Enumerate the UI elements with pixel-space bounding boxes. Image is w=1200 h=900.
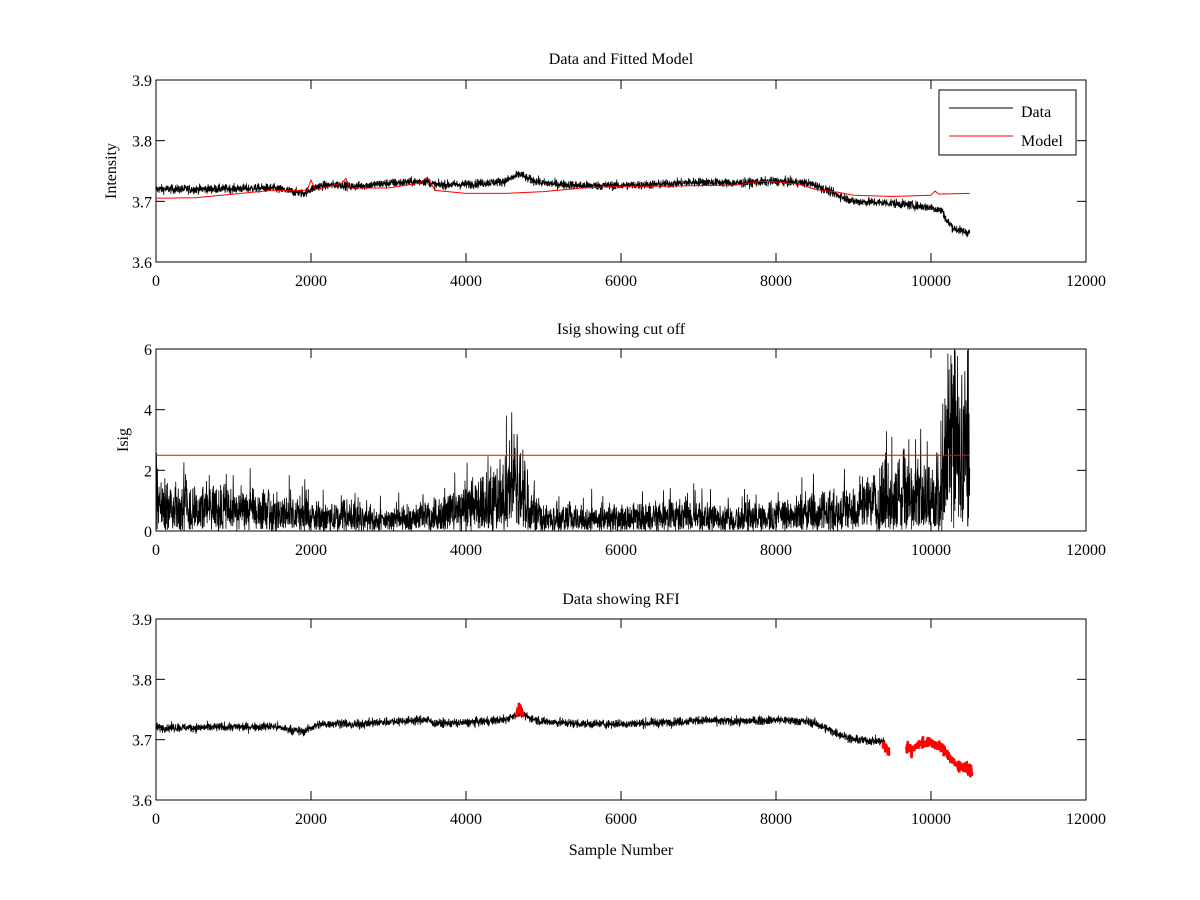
y-tick-label: 3.8	[132, 134, 152, 151]
y-tick-label: 3.7	[132, 733, 152, 750]
x-tick-label: 0	[152, 542, 160, 559]
legend: Data Model	[938, 89, 1077, 156]
x-tick-label: 8000	[760, 811, 792, 828]
series-layer-3	[155, 702, 974, 778]
y-tick-label: 2	[144, 463, 152, 480]
y-tick-label: 0	[144, 524, 152, 541]
y-tick-label: 3.6	[132, 793, 152, 810]
x-tick-label: 10000	[911, 811, 951, 828]
x-tick-label: 2000	[295, 273, 327, 290]
y-ticks-3: 3.6 3.7 3.8 3.9	[132, 612, 1086, 810]
plot-area-1	[155, 79, 1087, 263]
x-tick-label: 12000	[1066, 542, 1106, 559]
y-ticks-2: 0 2 4 6	[144, 342, 1086, 541]
chart-title-1: Data and Fitted Model	[549, 51, 694, 68]
x-tick-label: 12000	[1066, 811, 1106, 828]
x-tick-label: 2000	[295, 542, 327, 559]
chart-title-3: Data showing RFI	[562, 591, 679, 608]
y-tick-label: 4	[144, 403, 152, 420]
x-tick-label: 8000	[760, 542, 792, 559]
chart-panel-2: Isig showing cut off Isig 0 2000 4000 6000 8…	[115, 321, 1106, 559]
x-tick-label: 0	[152, 273, 160, 290]
legend-label-model: Model	[1021, 133, 1063, 150]
y-tick-label: 3.7	[132, 194, 152, 211]
y-tick-label: 3.9	[132, 612, 152, 629]
series-1-2-line	[155, 176, 970, 199]
series-layer-1	[155, 170, 971, 238]
series-3-2-marker-cluster-2	[881, 741, 891, 757]
x-ticks-1: 0 2000 4000 6000 8000 10000 12000	[152, 80, 1106, 290]
y-tick-label: 3.6	[132, 255, 152, 272]
x-tick-label: 6000	[605, 542, 637, 559]
plot-area-3	[155, 618, 1087, 801]
legend-label-data: Data	[1021, 104, 1051, 121]
x-tick-label: 4000	[450, 542, 482, 559]
y-axis-label-1: Intensity	[103, 143, 120, 199]
y-tick-label: 3.9	[132, 73, 152, 90]
x-ticks-3: 0 2000 4000 6000 8000 10000 12000	[152, 619, 1106, 828]
chart-panel-1: Data and Fitted Model Intensity 0 2000 400…	[103, 51, 1106, 290]
y-ticks-1: 3.6 3.7 3.8 3.9	[132, 73, 1086, 272]
chart-panel-3: Data showing RFI Sample Number 0 2000 4000…	[132, 591, 1106, 859]
x-tick-label: 4000	[450, 273, 482, 290]
series-3-2-marker-cluster-3	[904, 736, 974, 778]
x-tick-label: 2000	[295, 811, 327, 828]
x-tick-label: 12000	[1066, 273, 1106, 290]
x-axis-label-3: Sample Number	[569, 842, 674, 859]
x-tick-label: 0	[152, 811, 160, 828]
x-tick-label: 10000	[911, 542, 951, 559]
x-tick-label: 8000	[760, 273, 792, 290]
y-tick-label: 3.8	[132, 672, 152, 689]
x-tick-label: 10000	[911, 273, 951, 290]
x-tick-label: 4000	[450, 811, 482, 828]
chart-title-2: Isig showing cut off	[557, 321, 686, 338]
x-tick-label: 6000	[605, 273, 637, 290]
y-axis-label-2: Isig	[115, 428, 132, 452]
series-2-1-line	[155, 348, 971, 533]
x-tick-label: 6000	[605, 811, 637, 828]
x-ticks-2: 0 2000 4000 6000 8000 10000 12000	[152, 349, 1106, 559]
legend-box	[938, 89, 1077, 156]
series-layer-2	[155, 348, 971, 533]
series-3-2-marker-cluster-1	[515, 702, 525, 718]
y-tick-label: 6	[144, 342, 152, 359]
